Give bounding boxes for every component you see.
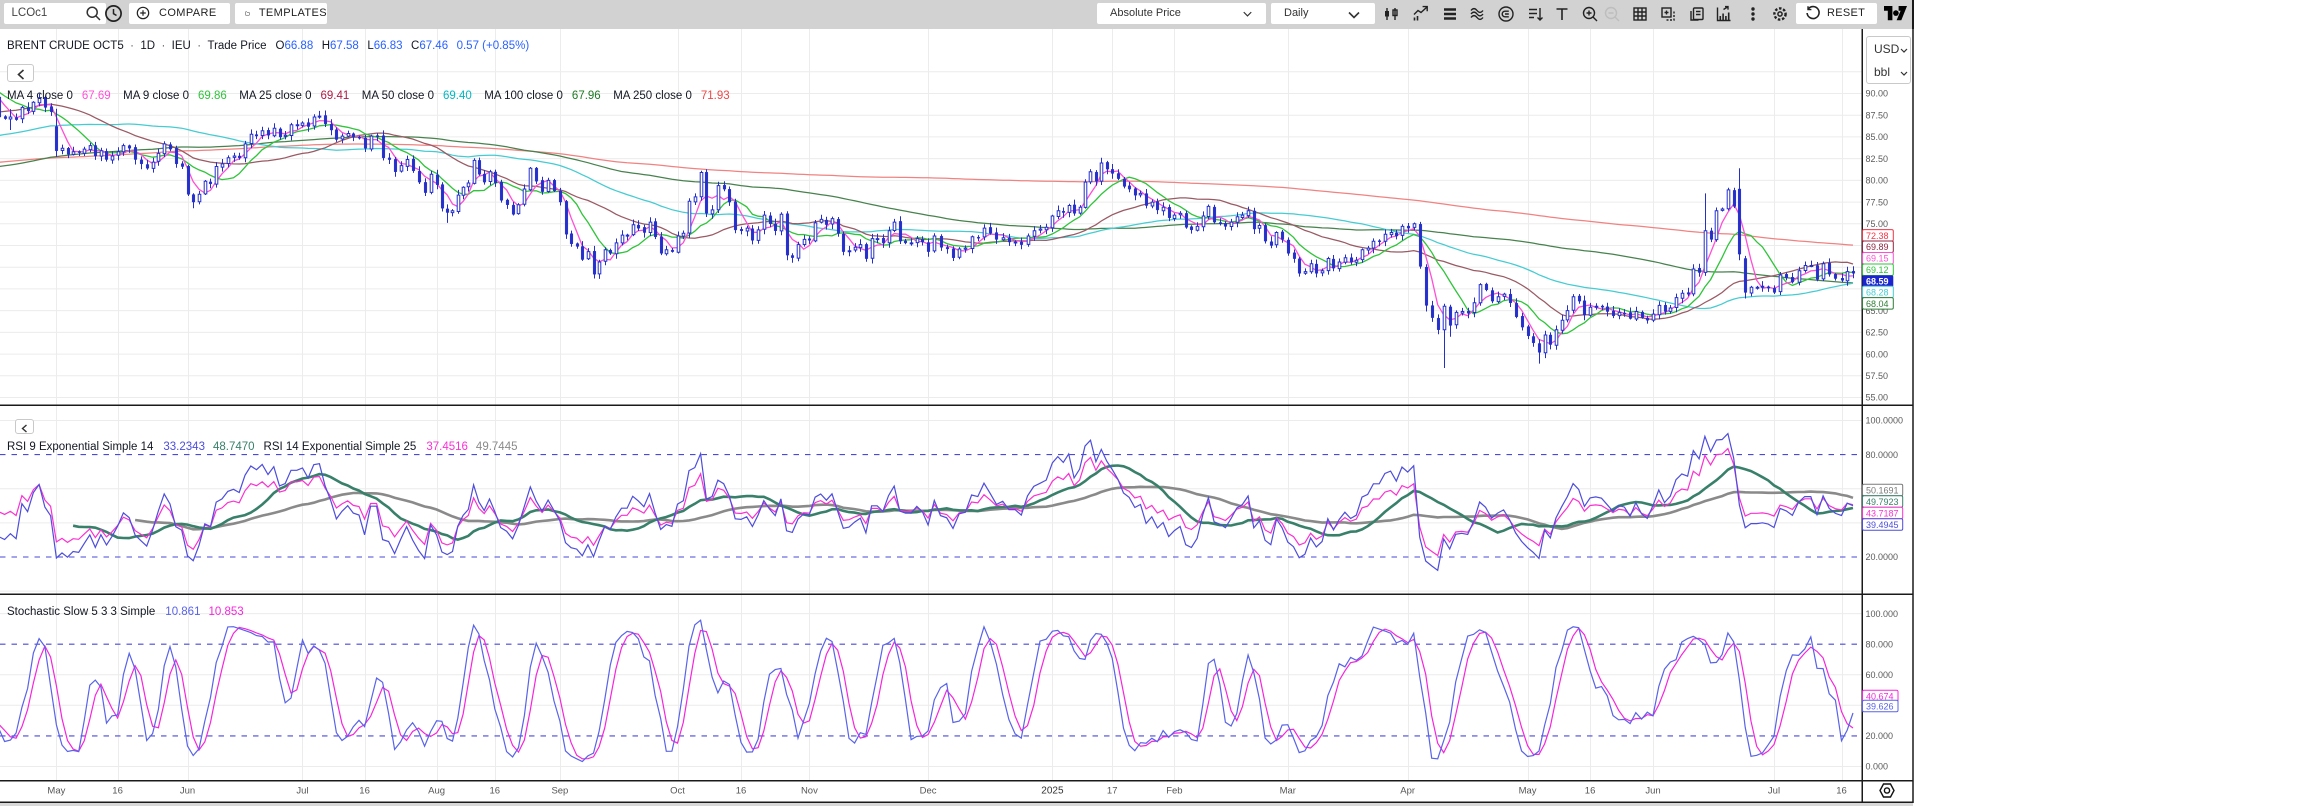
svg-text:16: 16 bbox=[1585, 786, 1596, 797]
svg-text:Feb: Feb bbox=[1166, 786, 1182, 797]
svg-text:0.000: 0.000 bbox=[1866, 762, 1889, 772]
svg-text:80.000: 80.000 bbox=[1866, 639, 1894, 649]
svg-text:Dec: Dec bbox=[920, 786, 937, 797]
svg-text:39.4945: 39.4945 bbox=[1866, 520, 1899, 530]
svg-text:69.89: 69.89 bbox=[1866, 242, 1889, 252]
svg-text:57.50: 57.50 bbox=[1866, 371, 1889, 381]
svg-text:49.7923: 49.7923 bbox=[1866, 497, 1899, 507]
svg-text:87.50: 87.50 bbox=[1866, 110, 1889, 120]
svg-text:Jul: Jul bbox=[296, 786, 308, 797]
svg-text:100.0000: 100.0000 bbox=[1866, 416, 1904, 426]
svg-text:16: 16 bbox=[1836, 786, 1847, 797]
svg-text:68.28: 68.28 bbox=[1866, 287, 1889, 297]
svg-text:80.0000: 80.0000 bbox=[1866, 450, 1899, 460]
svg-text:90.00: 90.00 bbox=[1866, 89, 1889, 99]
svg-text:16: 16 bbox=[490, 786, 501, 797]
svg-text:Oct: Oct bbox=[670, 786, 685, 797]
svg-text:72.38: 72.38 bbox=[1866, 231, 1889, 241]
svg-text:39.626: 39.626 bbox=[1866, 701, 1894, 711]
svg-text:50.1691: 50.1691 bbox=[1866, 485, 1899, 495]
svg-text:65.00: 65.00 bbox=[1866, 306, 1889, 316]
svg-text:May: May bbox=[1519, 786, 1537, 797]
svg-text:75.00: 75.00 bbox=[1866, 219, 1889, 229]
svg-text:Aug: Aug bbox=[428, 786, 445, 797]
svg-text:62.50: 62.50 bbox=[1866, 328, 1889, 338]
svg-text:60.00: 60.00 bbox=[1866, 349, 1889, 359]
svg-text:69.12: 69.12 bbox=[1866, 265, 1889, 275]
svg-text:43.7187: 43.7187 bbox=[1866, 508, 1899, 518]
svg-text:16: 16 bbox=[359, 786, 370, 797]
svg-text:80.00: 80.00 bbox=[1866, 176, 1889, 186]
svg-text:20.0000: 20.0000 bbox=[1866, 552, 1899, 562]
svg-text:82.50: 82.50 bbox=[1866, 154, 1889, 164]
svg-text:55.00: 55.00 bbox=[1866, 393, 1889, 403]
svg-text:May: May bbox=[47, 786, 65, 797]
svg-text:Jun: Jun bbox=[1645, 786, 1660, 797]
svg-text:69.15: 69.15 bbox=[1866, 254, 1889, 264]
svg-text:60.000: 60.000 bbox=[1866, 670, 1894, 680]
svg-text:Jun: Jun bbox=[180, 786, 195, 797]
svg-text:Apr: Apr bbox=[1400, 786, 1415, 797]
svg-text:17: 17 bbox=[1107, 786, 1118, 797]
svg-text:20.000: 20.000 bbox=[1866, 731, 1894, 741]
svg-text:40.674: 40.674 bbox=[1866, 691, 1894, 701]
svg-text:68.59: 68.59 bbox=[1866, 277, 1889, 287]
svg-text:85.00: 85.00 bbox=[1866, 132, 1889, 142]
svg-text:100.000: 100.000 bbox=[1866, 609, 1899, 619]
svg-text:Jul: Jul bbox=[1768, 786, 1780, 797]
svg-text:16: 16 bbox=[736, 786, 747, 797]
svg-text:Sep: Sep bbox=[551, 786, 568, 797]
svg-text:77.50: 77.50 bbox=[1866, 197, 1889, 207]
svg-text:68.04: 68.04 bbox=[1866, 299, 1889, 309]
svg-text:2025: 2025 bbox=[1041, 786, 1064, 797]
svg-text:Mar: Mar bbox=[1280, 786, 1296, 797]
svg-text:Nov: Nov bbox=[801, 786, 818, 797]
svg-text:16: 16 bbox=[112, 786, 123, 797]
